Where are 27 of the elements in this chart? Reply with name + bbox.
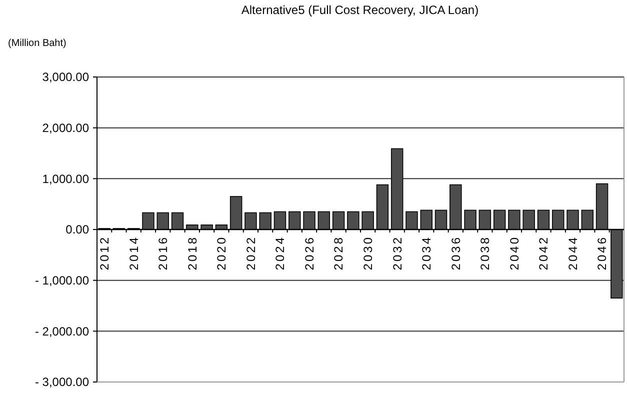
y-tick-label: - 3,000.00 bbox=[34, 375, 90, 390]
x-tick-label: 2042 bbox=[536, 236, 551, 270]
x-tick-label: 2012 bbox=[98, 236, 112, 270]
x-tick-label: 2034 bbox=[420, 236, 434, 270]
y-tick-label: - 2,000.00 bbox=[34, 324, 90, 338]
x-tick-label: 2028 bbox=[332, 236, 346, 270]
y-tick-label: 2,000.00 bbox=[42, 121, 90, 136]
y-tick-label: - 1,000.00 bbox=[34, 274, 90, 288]
x-tick-label: 2046 bbox=[595, 236, 610, 270]
y-tick-label: 0.00 bbox=[66, 222, 90, 237]
y-axis-title: (Million Baht) bbox=[8, 38, 66, 49]
chart-title: Alternative5 (Full Cost Recovery, JICA Loan) bbox=[241, 3, 479, 17]
x-tick-label: 2032 bbox=[390, 236, 404, 270]
x-tick-label: 2044 bbox=[566, 236, 580, 270]
x-tick-label: 2014 bbox=[126, 236, 141, 270]
y-tick-label: 3,000.00 bbox=[42, 70, 90, 84]
x-tick-label: 2040 bbox=[507, 236, 522, 270]
x-tick-label: 2018 bbox=[185, 236, 200, 270]
x-tick-label: 2026 bbox=[302, 236, 316, 270]
y-tick-label: 1,000.00 bbox=[42, 172, 90, 186]
x-tick-label: 2038 bbox=[478, 236, 492, 270]
x-tick-label: 2020 bbox=[214, 236, 229, 270]
x-tick-label: 2022 bbox=[244, 236, 258, 270]
x-tick-label: 2016 bbox=[156, 236, 170, 270]
x-tick-label: 2036 bbox=[448, 236, 463, 270]
x-tick-label: 2030 bbox=[361, 236, 376, 270]
x-tick-label: 2024 bbox=[273, 236, 288, 270]
